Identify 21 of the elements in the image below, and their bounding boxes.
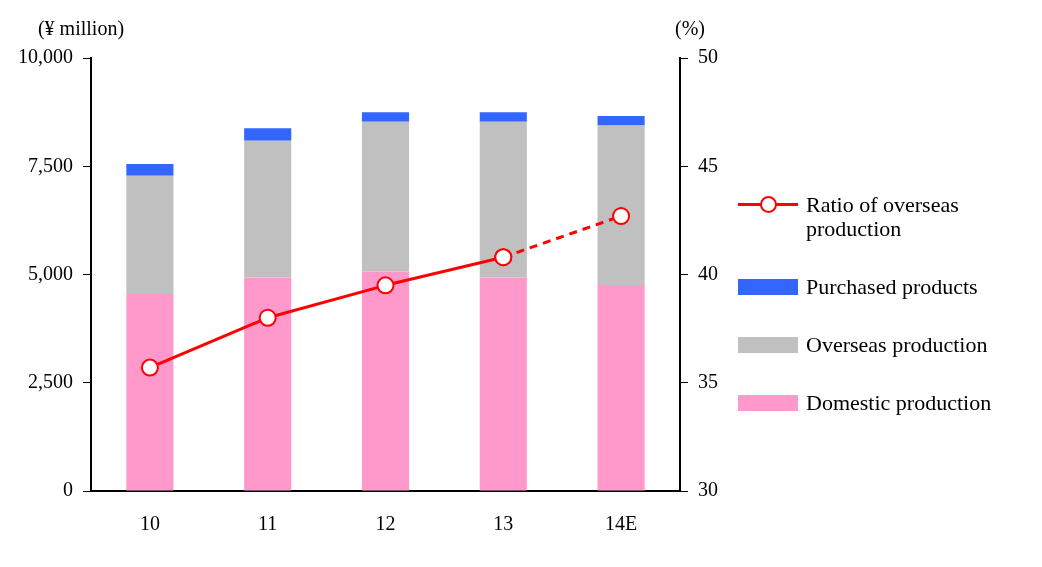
y-tick-label: 10,000 (18, 45, 73, 68)
y2-tick-label: 45 (698, 153, 718, 176)
x-tick-label: 12 (375, 512, 396, 535)
x-tick-label: 14E (604, 512, 638, 535)
y2-tick-label: 30 (698, 478, 718, 501)
legend-label: Overseas production (806, 331, 988, 357)
y2-tick-label: 40 (698, 261, 718, 284)
legend-label: Domestic production (806, 389, 992, 415)
y-tick-label: 5,000 (28, 261, 73, 284)
y-tick-label: 0 (63, 478, 73, 501)
x-tick-label: 13 (493, 512, 514, 535)
y-axis-title: (¥ million) (37, 17, 125, 41)
legend-label: Purchased products (806, 273, 978, 299)
y2-tick-label: 35 (698, 370, 718, 392)
x-tick-label: 10 (139, 512, 160, 535)
y-tick-label: 7,500 (28, 153, 73, 176)
legend-label: Ratio of overseas production (806, 191, 960, 241)
y2-tick-label: 50 (698, 45, 718, 68)
x-tick-label: 11 (258, 512, 278, 535)
y2-axis-title: (%) (675, 17, 705, 41)
y-tick-label: 2,500 (28, 370, 73, 392)
